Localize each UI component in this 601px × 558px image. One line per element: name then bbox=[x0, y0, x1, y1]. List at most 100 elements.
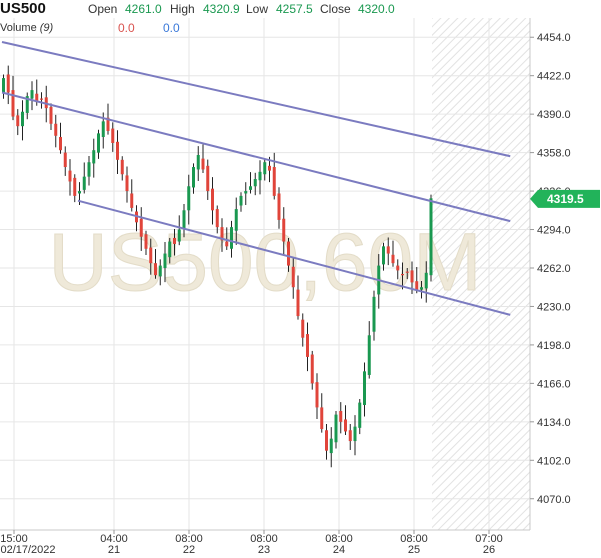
candle-body bbox=[35, 93, 39, 103]
candle-body bbox=[253, 179, 257, 187]
candle-body bbox=[325, 430, 328, 451]
candle-body bbox=[144, 234, 148, 249]
candle-body bbox=[348, 430, 352, 442]
low-value: 4257.5 bbox=[276, 2, 313, 16]
candle-body bbox=[258, 171, 262, 181]
candle-body bbox=[97, 133, 100, 153]
channel-lines[interactable] bbox=[1, 41, 511, 316]
candle-body bbox=[78, 191, 81, 194]
candle-body bbox=[329, 438, 333, 454]
candle-body bbox=[206, 165, 210, 192]
candle-body bbox=[54, 123, 58, 136]
candle-body bbox=[220, 227, 224, 241]
candle-body bbox=[125, 175, 129, 192]
candle-body bbox=[120, 159, 124, 175]
candle-body bbox=[154, 263, 157, 276]
candle-body bbox=[187, 186, 191, 211]
candle-body bbox=[291, 266, 295, 288]
y-axis: 4454.04422.04390.04358.04326.04294.04262… bbox=[530, 32, 571, 506]
low-label: Low bbox=[246, 2, 269, 16]
y-tick-label: 4166.0 bbox=[537, 378, 571, 390]
candle-body bbox=[420, 287, 423, 290]
candle-body bbox=[382, 246, 385, 265]
future-hatch-area bbox=[432, 18, 530, 530]
candle-body bbox=[268, 165, 271, 171]
candle-body bbox=[82, 176, 86, 190]
x-tick-date: 22 bbox=[183, 544, 195, 556]
x-tick-time: 08:00 bbox=[250, 533, 278, 545]
candle-body bbox=[401, 274, 404, 276]
x-tick-date: 26 bbox=[483, 544, 495, 556]
candle-body bbox=[344, 419, 347, 432]
candle-body bbox=[215, 209, 219, 228]
candle-body bbox=[225, 241, 229, 247]
volume-period: (9) bbox=[39, 22, 54, 34]
volume-value-b: 0.0 bbox=[163, 21, 180, 35]
candle-body bbox=[173, 237, 176, 244]
candle-body bbox=[149, 247, 153, 264]
channel-line bbox=[1, 91, 511, 223]
x-tick-date: 21 bbox=[108, 544, 120, 556]
x-tick-time: 15:00 bbox=[0, 533, 28, 545]
candle-body bbox=[287, 241, 290, 266]
candle-body bbox=[282, 218, 286, 242]
candle-body bbox=[296, 289, 300, 317]
last-price-value: 4319.5 bbox=[547, 192, 584, 206]
y-tick-label: 4358.0 bbox=[537, 148, 571, 160]
watermark: US500,60M bbox=[48, 217, 481, 308]
close-value: 4320.0 bbox=[358, 2, 395, 16]
volume-value-a: 0.0 bbox=[118, 21, 135, 35]
candle-body bbox=[239, 195, 243, 206]
candle-body bbox=[111, 128, 115, 143]
volume-indicator-label[interactable]: Volume (9) bbox=[0, 22, 53, 34]
candle-body bbox=[391, 254, 395, 264]
candle-body bbox=[196, 155, 200, 170]
candle-body bbox=[244, 191, 248, 194]
candle-body bbox=[68, 170, 72, 182]
open-value: 4261.0 bbox=[125, 2, 162, 16]
candle-body bbox=[163, 253, 167, 268]
candle-body bbox=[372, 296, 376, 332]
y-tick-label: 4230.0 bbox=[537, 301, 571, 313]
candle-body bbox=[386, 246, 390, 254]
x-tick-date: 25 bbox=[408, 544, 420, 556]
candle-body bbox=[429, 198, 433, 276]
candle-body bbox=[139, 218, 143, 237]
y-tick-label: 4198.0 bbox=[537, 340, 571, 352]
candle-body bbox=[182, 210, 186, 229]
candle-body bbox=[367, 335, 371, 375]
grid-lines bbox=[0, 18, 530, 530]
x-tick-time: 08:00 bbox=[325, 533, 353, 545]
candle-body bbox=[306, 334, 309, 357]
y-tick-label: 4454.0 bbox=[537, 32, 571, 44]
candle-body bbox=[353, 426, 357, 442]
y-tick-label: 4390.0 bbox=[537, 109, 571, 121]
x-tick-time: 07:00 bbox=[475, 533, 503, 545]
y-tick-label: 4070.0 bbox=[537, 494, 571, 506]
candle-body bbox=[101, 121, 105, 137]
open-label: Open bbox=[88, 2, 118, 16]
candle-body bbox=[310, 354, 314, 384]
candle-body bbox=[63, 152, 67, 168]
candle-body bbox=[339, 411, 343, 422]
x-tick-time: 08:00 bbox=[175, 533, 203, 545]
x-tick-date: 23 bbox=[258, 544, 270, 556]
candle-body bbox=[168, 241, 172, 258]
candle-body bbox=[211, 188, 214, 211]
x-tick-time: 04:00 bbox=[100, 533, 128, 545]
volume-label: Volume bbox=[0, 22, 37, 34]
candle-body bbox=[320, 407, 324, 430]
candle-body bbox=[358, 402, 362, 428]
candle-body bbox=[30, 90, 34, 99]
candle-body bbox=[40, 98, 43, 100]
candle-body bbox=[21, 111, 24, 127]
symbol-name[interactable]: US500 bbox=[0, 0, 46, 17]
candle-body bbox=[363, 371, 366, 406]
candle-body bbox=[272, 167, 276, 196]
candle-body bbox=[410, 270, 414, 283]
y-tick-label: 4102.0 bbox=[537, 455, 571, 467]
candle-body bbox=[106, 117, 110, 131]
x-axis: 15:0002/17/202204:002108:002208:002308:0… bbox=[0, 530, 503, 556]
candle-body bbox=[249, 186, 252, 190]
